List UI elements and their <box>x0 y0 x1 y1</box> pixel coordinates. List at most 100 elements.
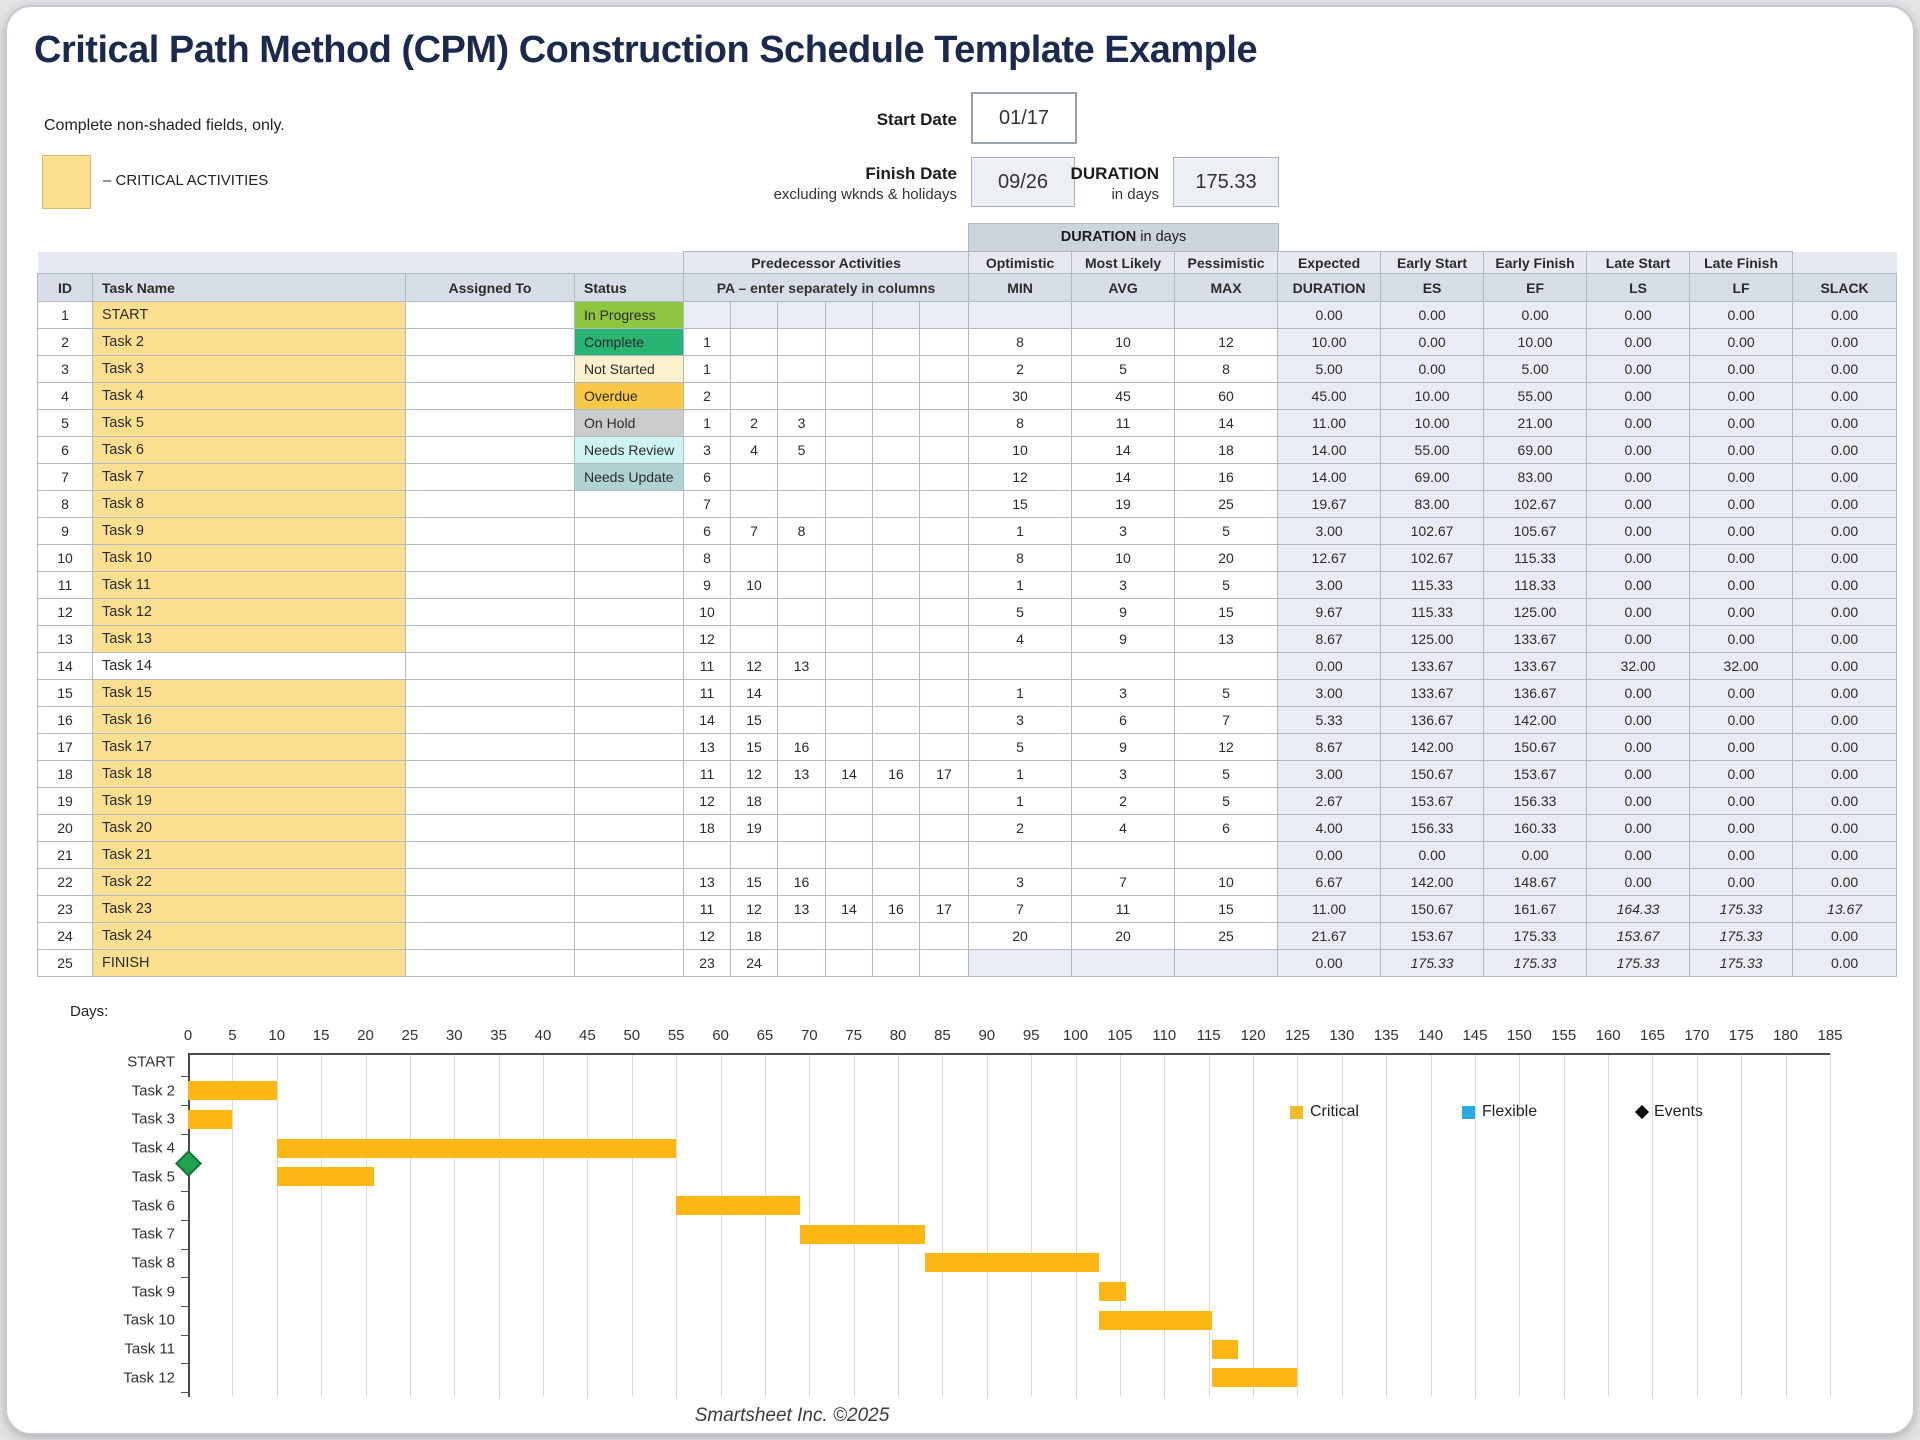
cell-pred5-9[interactable] <box>872 517 920 545</box>
cell-pred2-15[interactable]: 14 <box>730 679 778 707</box>
cell-pred5-23[interactable]: 16 <box>872 895 920 923</box>
cell-max-23[interactable]: 15 <box>1174 895 1279 923</box>
cell-max-19[interactable]: 5 <box>1174 787 1279 815</box>
cell-status-8[interactable] <box>574 490 684 518</box>
cell-pred6-6[interactable] <box>918 436 970 464</box>
cell-avg-16[interactable]: 6 <box>1071 706 1176 734</box>
cell-assigned-to-20[interactable] <box>405 814 575 842</box>
cell-pred3-6[interactable]: 5 <box>777 436 826 464</box>
cell-pred1-15[interactable]: 11 <box>683 679 731 707</box>
cell-task-name-12[interactable]: Task 12 <box>92 598 406 626</box>
cell-pred4-23[interactable]: 14 <box>825 895 873 923</box>
cell-pred6-20[interactable] <box>918 814 970 842</box>
cell-max-10[interactable]: 20 <box>1174 544 1279 572</box>
cell-pred4-25[interactable] <box>825 949 873 977</box>
cell-pred1-4[interactable]: 2 <box>683 382 731 410</box>
cell-pred1-2[interactable]: 1 <box>683 328 731 356</box>
cell-max-5[interactable]: 14 <box>1174 409 1279 437</box>
cell-pred4-6[interactable] <box>825 436 873 464</box>
cell-avg-7[interactable]: 14 <box>1071 463 1176 491</box>
cell-pred1-3[interactable]: 1 <box>683 355 731 383</box>
cell-min-14[interactable] <box>968 652 1073 680</box>
cell-pred3-18[interactable]: 13 <box>777 760 826 788</box>
cell-max-20[interactable]: 6 <box>1174 814 1279 842</box>
cell-pred3-23[interactable]: 13 <box>777 895 826 923</box>
cell-assigned-to-6[interactable] <box>405 436 575 464</box>
cell-assigned-to-2[interactable] <box>405 328 575 356</box>
cell-task-name-2[interactable]: Task 2 <box>92 328 406 356</box>
cell-max-9[interactable]: 5 <box>1174 517 1279 545</box>
cell-pred6-10[interactable] <box>918 544 970 572</box>
cell-pred1-24[interactable]: 12 <box>683 922 731 950</box>
cell-pred3-11[interactable] <box>777 571 826 599</box>
cell-pred3-16[interactable] <box>777 706 826 734</box>
cell-pred3-21[interactable] <box>777 841 826 869</box>
cell-task-name-8[interactable]: Task 8 <box>92 490 406 518</box>
cell-max-12[interactable]: 15 <box>1174 598 1279 626</box>
cell-assigned-to-4[interactable] <box>405 382 575 410</box>
cell-pred5-12[interactable] <box>872 598 920 626</box>
cell-pred5-14[interactable] <box>872 652 920 680</box>
cell-pred5-19[interactable] <box>872 787 920 815</box>
cell-pred6-15[interactable] <box>918 679 970 707</box>
cell-pred6-17[interactable] <box>918 733 970 761</box>
cell-pred4-16[interactable] <box>825 706 873 734</box>
cell-max-7[interactable]: 16 <box>1174 463 1279 491</box>
cell-status-10[interactable] <box>574 544 684 572</box>
cell-pred5-21[interactable] <box>872 841 920 869</box>
cell-pred6-4[interactable] <box>918 382 970 410</box>
cell-status-22[interactable] <box>574 868 684 896</box>
cell-pred5-6[interactable] <box>872 436 920 464</box>
cell-pred4-12[interactable] <box>825 598 873 626</box>
cell-pred5-8[interactable] <box>872 490 920 518</box>
cell-avg-11[interactable]: 3 <box>1071 571 1176 599</box>
cell-assigned-to-3[interactable] <box>405 355 575 383</box>
cell-status-23[interactable] <box>574 895 684 923</box>
cell-avg-5[interactable]: 11 <box>1071 409 1176 437</box>
cell-pred3-4[interactable] <box>777 382 826 410</box>
cell-assigned-to-18[interactable] <box>405 760 575 788</box>
cell-task-name-4[interactable]: Task 4 <box>92 382 406 410</box>
cell-assigned-to-21[interactable] <box>405 841 575 869</box>
cell-pred1-18[interactable]: 11 <box>683 760 731 788</box>
cell-avg-23[interactable]: 11 <box>1071 895 1176 923</box>
cell-pred4-14[interactable] <box>825 652 873 680</box>
cell-pred5-13[interactable] <box>872 625 920 653</box>
cell-pred5-2[interactable] <box>872 328 920 356</box>
cell-task-name-18[interactable]: Task 18 <box>92 760 406 788</box>
cell-max-15[interactable]: 5 <box>1174 679 1279 707</box>
cell-pred4-7[interactable] <box>825 463 873 491</box>
cell-task-name-6[interactable]: Task 6 <box>92 436 406 464</box>
cell-pred4-8[interactable] <box>825 490 873 518</box>
cell-pred5-17[interactable] <box>872 733 920 761</box>
cell-pred1-7[interactable]: 6 <box>683 463 731 491</box>
cell-pred3-13[interactable] <box>777 625 826 653</box>
cell-pred2-18[interactable]: 12 <box>730 760 778 788</box>
cell-avg-8[interactable]: 19 <box>1071 490 1176 518</box>
cell-status-6[interactable]: Needs Review <box>574 436 684 464</box>
cell-task-name-17[interactable]: Task 17 <box>92 733 406 761</box>
cell-pred3-14[interactable]: 13 <box>777 652 826 680</box>
cell-task-name-16[interactable]: Task 16 <box>92 706 406 734</box>
cell-pred5-22[interactable] <box>872 868 920 896</box>
cell-pred5-11[interactable] <box>872 571 920 599</box>
cell-min-5[interactable]: 8 <box>968 409 1073 437</box>
cell-pred2-17[interactable]: 15 <box>730 733 778 761</box>
cell-pred4-19[interactable] <box>825 787 873 815</box>
cell-pred1-17[interactable]: 13 <box>683 733 731 761</box>
cell-min-22[interactable]: 3 <box>968 868 1073 896</box>
cell-status-17[interactable] <box>574 733 684 761</box>
cell-pred4-24[interactable] <box>825 922 873 950</box>
cell-pred6-13[interactable] <box>918 625 970 653</box>
cell-status-21[interactable] <box>574 841 684 869</box>
cell-max-17[interactable]: 12 <box>1174 733 1279 761</box>
cell-pred2-21[interactable] <box>730 841 778 869</box>
cell-min-7[interactable]: 12 <box>968 463 1073 491</box>
cell-status-3[interactable]: Not Started <box>574 355 684 383</box>
cell-status-15[interactable] <box>574 679 684 707</box>
cell-min-3[interactable]: 2 <box>968 355 1073 383</box>
cell-min-10[interactable]: 8 <box>968 544 1073 572</box>
cell-assigned-to-7[interactable] <box>405 463 575 491</box>
cell-status-20[interactable] <box>574 814 684 842</box>
cell-max-22[interactable]: 10 <box>1174 868 1279 896</box>
